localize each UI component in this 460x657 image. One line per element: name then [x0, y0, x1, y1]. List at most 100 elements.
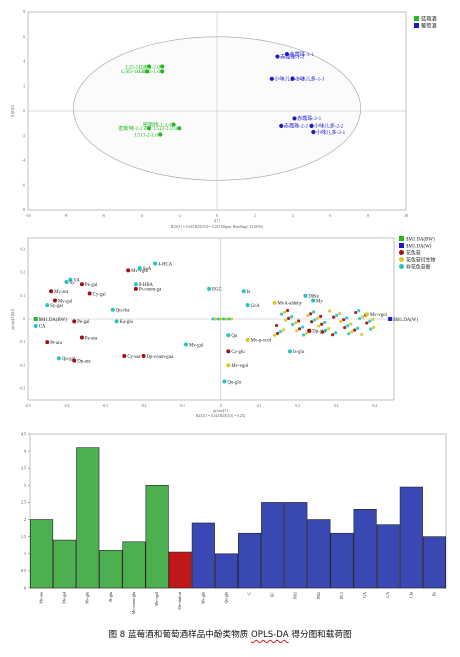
loading-cluster-point: [281, 328, 286, 332]
score-point-label: L25-2-2.d: [139, 64, 160, 70]
y-tick-label: 4: [24, 448, 26, 453]
x-tick-label: -0.5: [25, 404, 31, 408]
loading-cluster-point: [222, 317, 226, 321]
loading-point-label: Pt-ara: [50, 341, 62, 346]
loading-point-label: $M1.DA(BW): [39, 318, 68, 323]
loading-cluster-point: [289, 315, 294, 319]
score-point: [177, 126, 182, 131]
category-label: Mv-gal: [62, 591, 67, 604]
loading-plot-panel: -0.5 -0.4 -0.3 -0.2 -0.1 0 0.1 0.2 0.3 0.4 -0.3 -0.…: [6, 232, 454, 420]
score-point-label: L503-2-1.d: [136, 69, 160, 75]
y-tick-label: 1.5: [21, 534, 26, 539]
loading-cluster-point: [320, 322, 324, 326]
legend-swatch: [399, 243, 404, 248]
loading-point: [183, 342, 188, 347]
loading-point-label: Mv-ara: [54, 290, 69, 295]
legend-swatch: [414, 23, 419, 28]
x-tick-label: 0.2: [295, 404, 300, 408]
x-tick-label: -0.4: [64, 404, 70, 408]
score-point: [279, 123, 284, 128]
loading-point-label: Qu-gal: [62, 357, 76, 362]
loading-cluster-point: [371, 317, 375, 322]
category-label: Mv-ara: [38, 592, 43, 604]
loading-point: [52, 298, 57, 303]
loading-point: [141, 354, 146, 359]
loading-cluster-point: [283, 318, 288, 322]
x-tick-label: 0: [216, 214, 218, 218]
loading-cluster-point: [350, 330, 354, 334]
x-tick-label: 0.1: [257, 404, 262, 408]
score-point-label: 小味儿多-2-1: [316, 128, 346, 136]
legend-label: 蓝莓酒: [421, 15, 437, 23]
category-label: C: [246, 592, 251, 595]
loading-cluster-point: [227, 317, 231, 321]
loading-cluster-point: [334, 331, 338, 335]
loading-point-label: $M1.DA(W): [393, 318, 418, 323]
loading-point-label: Sy-gal: [50, 304, 63, 309]
loading-point: [45, 303, 50, 308]
loading-point: [133, 282, 138, 287]
loading-point-label: 8-HBA: [139, 283, 154, 288]
loading-point: [49, 289, 54, 294]
loading-cluster-point: [290, 322, 295, 327]
bar: [261, 502, 285, 589]
category-label: CA: [385, 592, 390, 598]
loading-cluster-point: [327, 326, 331, 331]
loading-point: [72, 319, 77, 324]
loading-cluster-point: [361, 315, 365, 319]
loading-cluster-point: [219, 317, 223, 321]
loading-point: [45, 340, 50, 345]
loading-point: [79, 282, 84, 287]
loading-cluster-point: [342, 318, 346, 322]
loading-point-label: Qu-rha: [116, 309, 130, 314]
loading-point-label: My-gal: [189, 343, 204, 348]
bar: [422, 536, 447, 589]
score-point-label: 小味儿多-2-2: [314, 122, 344, 130]
loading-point-label: Pe-ara: [85, 336, 98, 341]
loading-point-label: Pe-gal: [77, 320, 90, 325]
legend-swatch: [399, 236, 404, 241]
loading-cluster-point: [353, 328, 357, 332]
legend-swatch: [399, 264, 404, 269]
loading-cluster-point: [295, 329, 299, 333]
score-point: [269, 76, 274, 81]
category-label: Mv-vinlcat: [177, 591, 182, 610]
legend-swatch: [414, 16, 419, 21]
y-tick-label: 4.5: [21, 431, 26, 436]
loading-point-label: Is: [247, 290, 251, 295]
loading-point-label: MvA-aldehy: [278, 302, 303, 307]
score-point: [158, 132, 163, 137]
legend-label: 花色苷衍生物: [406, 257, 435, 264]
score-point: [144, 69, 150, 74]
y-tick-label: -8: [22, 208, 25, 212]
x-tick-label: 0.4: [372, 404, 377, 408]
x-tick-label: -0.1: [179, 404, 185, 408]
loading-point-label: Mv-vgol: [370, 313, 387, 318]
loading-cluster-point: [274, 323, 279, 328]
loading-point-label: 4-HCA: [158, 262, 173, 267]
bar: [145, 485, 169, 589]
y-axis-label: t[1]O[1]: [11, 105, 15, 117]
loading-cluster-point: [354, 310, 358, 315]
loading-point-label: Mv-gal: [58, 299, 73, 304]
category-label: GA: [362, 592, 367, 598]
y-tick-label: 6: [23, 35, 25, 39]
loading-cluster-point: [279, 312, 284, 316]
category-label: Mv-glu: [85, 592, 90, 604]
loading-cluster-point: [297, 319, 301, 323]
loading-point: [33, 317, 38, 321]
category-label: PB2: [316, 592, 321, 599]
score-point: [146, 64, 152, 69]
y-tick-label: 2.5: [21, 500, 26, 505]
loading-cluster-point: [338, 311, 342, 316]
loading-cluster-point: [319, 314, 323, 318]
loading-cluster-point: [317, 324, 321, 328]
figure-caption: 图 8 蓝莓酒和葡萄酒样品中酚类物质 OPLS-DA 得分图和载荷图: [0, 628, 460, 640]
x-tick-label: 10: [404, 214, 408, 218]
y-tick-label: 0: [24, 585, 26, 590]
score-point-label: 小味儿多-1-1: [295, 75, 325, 83]
loading-cluster-point: [309, 312, 313, 316]
loading-point: [207, 286, 212, 291]
loading-point-label: Dp-ara: [77, 359, 91, 364]
loading-point: [226, 363, 231, 368]
